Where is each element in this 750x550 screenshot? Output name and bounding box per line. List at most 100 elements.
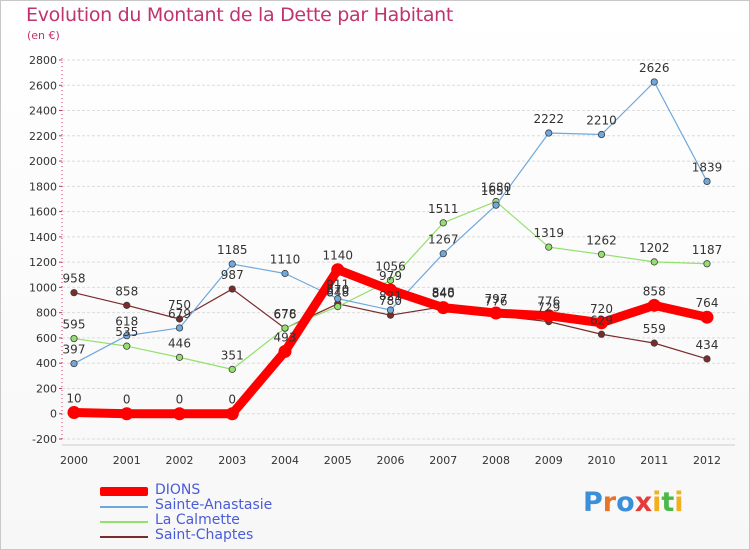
y-tick-label: 2400 — [29, 105, 57, 118]
data-point-la-calmette — [439, 219, 447, 227]
data-point-dions — [595, 316, 608, 330]
y-tick-label: 800 — [36, 307, 57, 320]
logo-letter: r — [602, 487, 617, 518]
logo-letter: x — [634, 487, 653, 518]
data-point-la-calmette — [175, 353, 184, 361]
data-point-sainte-anastasie — [492, 201, 500, 209]
data-label-dions: 797 — [485, 292, 508, 306]
data-label-dions: 720 — [590, 302, 613, 316]
data-point-dions — [647, 298, 661, 312]
data-point-la-calmette — [281, 324, 289, 332]
data-label-la-calmette: 1319 — [533, 226, 564, 240]
data-label-la-calmette: 446 — [168, 336, 191, 350]
data-label-dions: 858 — [643, 284, 666, 298]
data-label-sainte-anastasie: 1110 — [270, 253, 301, 267]
data-point-la-calmette — [123, 342, 131, 350]
data-label-saint-chaptes: 870 — [326, 283, 349, 297]
data-point-la-calmette — [650, 258, 658, 266]
data-point-la-calmette — [703, 260, 711, 268]
data-point-saint-chaptes — [650, 339, 658, 347]
data-label-sainte-anastasie: 397 — [63, 343, 86, 357]
proxiti-logo: Proxiti — [583, 487, 684, 518]
data-label-saint-chaptes: 987 — [221, 268, 244, 282]
data-point-saint-chaptes — [597, 330, 606, 338]
data-label-dions: 0 — [176, 393, 184, 407]
legend-label-dions: DIONS — [155, 482, 201, 498]
y-tick-label: 2000 — [29, 155, 57, 168]
data-point-dions — [436, 301, 450, 315]
data-label-sainte-anastasie: 618 — [115, 315, 138, 329]
data-label-la-calmette: 1187 — [692, 243, 723, 257]
data-label-saint-chaptes: 434 — [696, 338, 719, 352]
legend-label-saint-chaptes: Saint-Chaptes — [155, 527, 254, 543]
legend-swatch-la-calmette — [100, 521, 148, 523]
data-point-sainte-anastasie — [703, 177, 711, 186]
x-tick-label: 2006 — [377, 454, 405, 467]
data-label-dions: 840 — [432, 287, 455, 301]
data-point-sainte-anastasie — [545, 129, 553, 137]
axis-layer: -200020040060080010001200140016001800200… — [29, 54, 735, 467]
data-point-dions — [225, 407, 239, 421]
data-point-sainte-anastasie — [228, 260, 236, 268]
data-point-sainte-anastasie — [70, 359, 78, 368]
data-point-dions — [120, 407, 134, 421]
logo-letter: i — [674, 487, 684, 518]
data-point-dions — [489, 306, 503, 320]
data-label-la-calmette: 1056 — [375, 259, 406, 273]
x-tick-label: 2000 — [60, 454, 88, 467]
data-point-saint-chaptes — [123, 301, 131, 309]
data-label-sainte-anastasie: 911 — [326, 278, 349, 292]
data-label-dions: 0 — [228, 393, 236, 407]
data-point-sainte-anastasie — [334, 295, 342, 303]
x-tick-label: 2010 — [588, 454, 616, 467]
x-tick-label: 2001 — [113, 454, 141, 467]
data-label-sainte-anastasie: 2210 — [586, 114, 617, 128]
x-tick-label: 2008 — [482, 454, 510, 467]
data-label-saint-chaptes: 780 — [379, 294, 402, 308]
y-tick-label: 1600 — [29, 206, 57, 219]
data-label-sainte-anastasie: 1267 — [428, 233, 459, 247]
data-point-sainte-anastasie — [386, 306, 395, 314]
series-layer — [67, 78, 714, 421]
data-label-la-calmette: 535 — [115, 325, 138, 339]
data-label-saint-chaptes: 776 — [485, 295, 508, 309]
data-label-la-calmette: 595 — [63, 318, 86, 332]
y-tick-label: -200 — [32, 433, 57, 446]
grid-layer — [62, 59, 735, 440]
data-label-saint-chaptes: 629 — [590, 313, 613, 327]
data-label-dions: 764 — [696, 296, 719, 310]
data-point-la-calmette — [597, 250, 606, 258]
data-label-saint-chaptes: 559 — [643, 322, 666, 336]
data-label-saint-chaptes: 729 — [537, 301, 560, 315]
x-tick-label: 2011 — [640, 454, 668, 467]
data-label-dions: 0 — [123, 393, 131, 407]
data-point-saint-chaptes — [703, 355, 711, 363]
data-label-saint-chaptes: 858 — [115, 284, 138, 298]
x-tick-label: 2007 — [429, 454, 457, 467]
data-point-dions — [173, 407, 186, 421]
data-point-la-calmette — [334, 303, 342, 311]
y-tick-label: 200 — [36, 382, 57, 395]
data-point-saint-chaptes — [70, 289, 78, 297]
data-label-sainte-anastasie: 2626 — [639, 61, 670, 75]
x-tick-label: 2002 — [166, 454, 194, 467]
data-point-la-calmette — [386, 276, 395, 284]
data-point-sainte-anastasie — [650, 78, 658, 86]
data-point-dions — [67, 405, 81, 419]
data-label-dions: 10 — [66, 391, 81, 405]
data-label-sainte-anastasie: 821 — [379, 289, 402, 303]
data-label-saint-chaptes: 848 — [432, 286, 455, 300]
legend-label-sainte-anastasie: Sainte-Anastasie — [155, 497, 273, 513]
data-point-sainte-anastasie — [439, 250, 447, 258]
data-point-sainte-anastasie — [597, 130, 606, 139]
data-point-saint-chaptes — [175, 315, 184, 323]
y-tick-label: 600 — [36, 332, 57, 345]
data-label-sainte-anastasie: 1185 — [217, 243, 248, 257]
legend-swatch-saint-chaptes — [100, 536, 148, 538]
legend-label-la-calmette: La Calmette — [155, 512, 240, 528]
legend-swatch-dions — [100, 487, 148, 496]
y-tick-label: 2600 — [29, 79, 57, 92]
data-label-la-calmette: 1511 — [428, 202, 459, 216]
legend-swatch-sainte-anastasie — [100, 506, 148, 508]
